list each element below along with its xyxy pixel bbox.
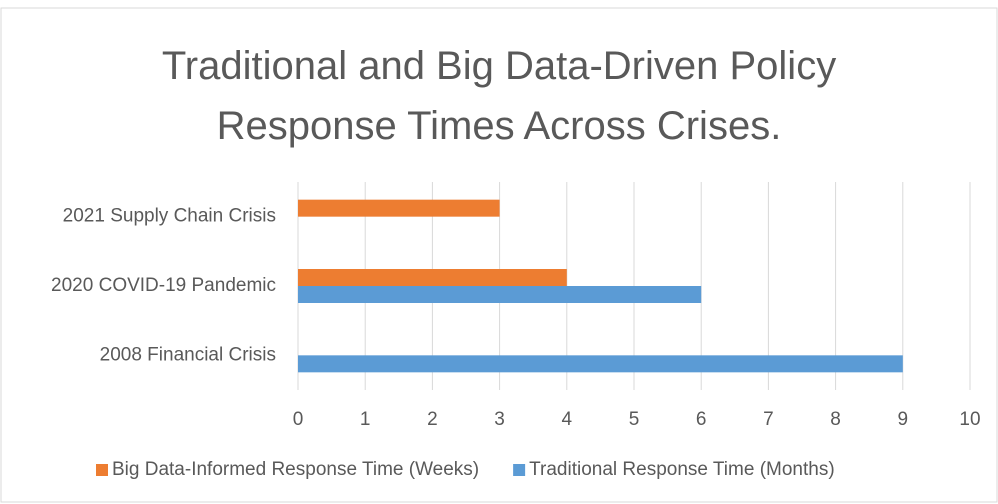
x-tick-label: 7	[763, 409, 774, 430]
x-tick-label: 1	[360, 409, 371, 430]
legend-swatch	[513, 464, 526, 476]
x-tick-label: 10	[959, 409, 980, 430]
y-tick-label: 2020 COVID-19 Pandemic	[51, 275, 276, 296]
bar	[298, 286, 702, 303]
legend-swatch	[96, 464, 108, 476]
x-tick-label: 3	[494, 409, 505, 430]
bar	[298, 355, 903, 373]
x-tick-label: 5	[629, 409, 640, 430]
bar	[298, 199, 500, 217]
x-tick-label: 9	[898, 409, 909, 430]
x-tick-label: 6	[696, 409, 707, 430]
legend-label: Traditional Response Time (Months)	[529, 459, 835, 480]
legend-label: Big Data-Informed Response Time (Weeks)	[112, 459, 479, 480]
x-tick-label: 8	[830, 409, 841, 430]
x-tick-label: 4	[562, 409, 573, 430]
x-tick-label: 2	[427, 409, 438, 430]
chart-title: Traditional and Big Data-Driven Policy R…	[161, 44, 837, 148]
chart-border	[0, 7, 998, 503]
y-tick-label: 2008 Financial Crisis	[100, 344, 276, 365]
x-tick-label: 0	[293, 409, 304, 430]
y-tick-label: 2021 Supply Chain Crisis	[63, 206, 276, 227]
bar	[298, 269, 567, 286]
